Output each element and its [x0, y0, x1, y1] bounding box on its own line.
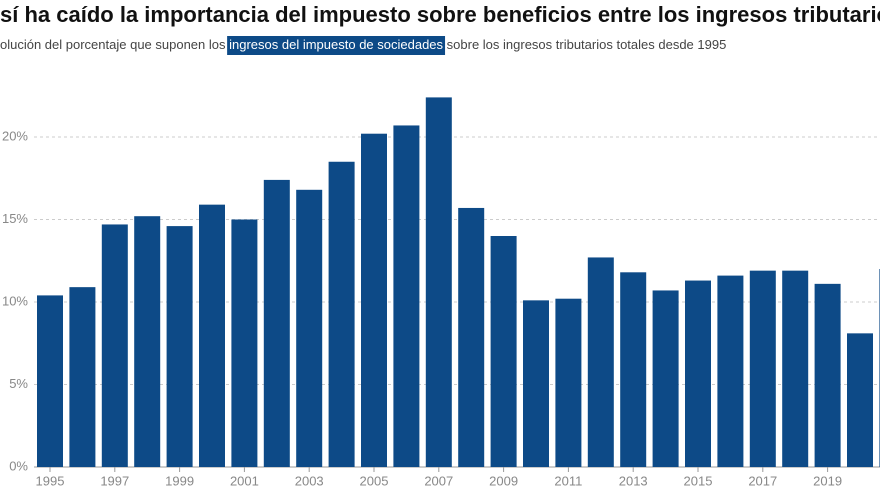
bar: [296, 189, 323, 468]
bar: [263, 179, 290, 467]
bar: [523, 300, 549, 467]
y-tick-label: 0%: [9, 458, 28, 473]
x-tick-label: 1995: [36, 473, 65, 488]
bar: [847, 333, 873, 467]
bar: [490, 236, 517, 467]
chart-title: sí ha caído la importancia del impuesto …: [0, 2, 880, 27]
bar: [361, 133, 387, 467]
x-tick-label: 1999: [165, 473, 194, 488]
bar: [37, 295, 63, 467]
x-tick-label: 2013: [619, 473, 648, 488]
x-tick-label: 2009: [489, 473, 518, 488]
x-tick-label: 2005: [360, 473, 389, 488]
bar: [555, 298, 582, 467]
chart-subtitle: olución del porcentaje que suponen los i…: [0, 37, 726, 52]
subtitle-highlight: [227, 36, 446, 55]
bar: [749, 270, 776, 467]
x-tick-label: 2003: [295, 473, 324, 488]
bar: [814, 283, 841, 467]
x-tick-label: 2019: [813, 473, 842, 488]
y-tick-label: 20%: [2, 128, 28, 143]
subtitle-part: olución del porcentaje que suponen los: [0, 37, 229, 52]
bar: [166, 226, 193, 467]
bar: [685, 280, 711, 467]
bar: [69, 287, 96, 467]
y-tick-label: 15%: [2, 211, 28, 226]
bar: [717, 275, 744, 467]
bar: [620, 272, 647, 467]
x-tick-label: 2007: [424, 473, 453, 488]
bar: [458, 207, 485, 467]
bar: [134, 216, 161, 467]
bar: [425, 97, 452, 468]
subtitle-highlight-text: ingresos del impuesto de sociedades: [229, 37, 443, 52]
bar: [782, 270, 809, 467]
x-tick-label: 2017: [748, 473, 777, 488]
y-tick-label: 10%: [2, 293, 28, 308]
bar: [231, 219, 258, 467]
x-tick-label: 2001: [230, 473, 259, 488]
bar: [101, 224, 128, 467]
subtitle-part: sobre los ingresos tributarios totales d…: [443, 37, 726, 52]
bar: [328, 161, 355, 467]
bar: [199, 204, 225, 467]
bar: [652, 290, 679, 467]
x-tick-label: 1997: [100, 473, 129, 488]
y-tick-label: 5%: [9, 376, 28, 391]
x-tick-label: 2015: [684, 473, 713, 488]
bar: [393, 125, 420, 467]
x-tick-label: 2011: [554, 473, 582, 488]
bar: [587, 257, 614, 467]
